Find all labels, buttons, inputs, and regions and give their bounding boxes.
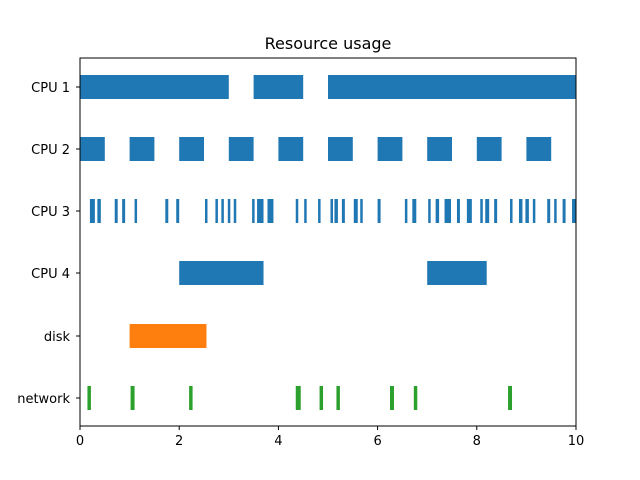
network-interval-6 <box>390 386 394 410</box>
cpu-3-interval-15 <box>295 199 299 223</box>
network-interval-4 <box>319 386 324 410</box>
cpu-3-interval-8 <box>215 199 218 223</box>
network-interval-0 <box>87 386 91 410</box>
cpu-3-interval-31 <box>480 199 483 223</box>
cpu-1-interval-1 <box>253 75 304 99</box>
cpu-3-interval-21 <box>353 199 358 223</box>
cpu-3-interval-34 <box>510 199 513 223</box>
y-tick-label-cpu-2: CPU 2 <box>31 143 70 158</box>
y-axis: CPU 1 CPU 2 CPU 3 CPU 4 disk network <box>17 81 80 407</box>
cpu-3-interval-40 <box>562 199 566 223</box>
cpu-3-interval-38 <box>547 199 551 223</box>
cpu-2-interval-8 <box>476 137 502 161</box>
cpu-2-interval-2 <box>179 137 204 161</box>
cpu-3-interval-16 <box>304 199 307 223</box>
y-tick-label-cpu-4: CPU 4 <box>31 267 70 282</box>
cpu-3-interval-10 <box>227 199 231 223</box>
x-tick-label-10: 10 <box>568 434 585 449</box>
cpu-3-interval-26 <box>428 199 431 223</box>
cpu-3-interval-24 <box>404 199 408 223</box>
chart-title: Resource usage <box>265 34 392 53</box>
x-tick-label-2: 2 <box>175 434 183 449</box>
network-interval-7 <box>413 386 418 410</box>
cpu-3-interval-18 <box>330 199 333 223</box>
cpu-3-interval-39 <box>554 199 557 223</box>
cpu-2-interval-3 <box>228 137 254 161</box>
cpu-3-interval-28 <box>444 199 452 223</box>
network-interval-5 <box>336 386 340 410</box>
network-interval-3 <box>295 386 301 410</box>
cpu-2-interval-4 <box>278 137 304 161</box>
cpu-1-interval-0 <box>80 75 229 99</box>
cpu-3-interval-14 <box>267 199 274 223</box>
x-tick-label-6: 6 <box>373 434 381 449</box>
network-interval-2 <box>189 386 193 410</box>
cpu-3-interval-3 <box>122 199 126 223</box>
cpu-2-interval-6 <box>377 137 403 161</box>
y-tick-label-network: network <box>17 392 70 407</box>
cpu-4-interval-0 <box>179 261 264 285</box>
disk-interval-0 <box>129 324 207 348</box>
network-interval-8 <box>508 386 513 410</box>
cpu-3-interval-41 <box>572 199 576 223</box>
cpu-1-interval-2 <box>328 75 576 99</box>
cpu-2-interval-7 <box>427 137 452 161</box>
plot-frame <box>79 57 577 427</box>
cpu-3-interval-4 <box>134 199 138 223</box>
x-tick-label-8: 8 <box>473 434 481 449</box>
bars-layer <box>80 75 576 410</box>
cpu-3-interval-11 <box>233 199 237 223</box>
cpu-3-interval-22 <box>360 199 363 223</box>
y-tick-label-cpu-1: CPU 1 <box>31 81 70 96</box>
x-axis: 0 2 4 6 8 10 <box>76 426 584 449</box>
y-tick-label-cpu-3: CPU 3 <box>31 205 70 220</box>
cpu-3-interval-37 <box>532 199 536 223</box>
cpu-3-interval-0 <box>89 199 95 223</box>
cpu-2-interval-5 <box>328 137 353 161</box>
cpu-3-interval-23 <box>377 199 381 223</box>
cpu-3-interval-7 <box>204 199 208 223</box>
y-tick-label-disk: disk <box>44 330 71 345</box>
cpu-2-interval-0 <box>80 137 105 161</box>
cpu-2-interval-9 <box>526 137 552 161</box>
cpu-3-interval-30 <box>466 199 472 223</box>
cpu-3-interval-9 <box>221 199 224 223</box>
cpu-3-interval-17 <box>318 199 321 223</box>
cpu-3-interval-13 <box>257 199 264 223</box>
cpu-3-interval-36 <box>525 199 529 223</box>
cpu-3-interval-33 <box>494 199 498 223</box>
network-interval-1 <box>130 386 135 410</box>
cpu-2-interval-1 <box>129 137 155 161</box>
cpu-3-interval-5 <box>165 199 169 223</box>
cpu-3-interval-25 <box>412 199 417 223</box>
cpu-3-interval-1 <box>97 199 101 223</box>
cpu-3-interval-32 <box>485 199 490 223</box>
cpu-3-interval-27 <box>435 199 440 223</box>
cpu-3-interval-29 <box>456 199 460 223</box>
cpu-3-interval-6 <box>176 199 180 223</box>
cpu-3-interval-20 <box>341 199 345 223</box>
x-tick-label-4: 4 <box>274 434 282 449</box>
cpu-3-interval-35 <box>518 199 523 223</box>
cpu-3-interval-19 <box>334 199 338 223</box>
cpu-4-interval-1 <box>427 261 487 285</box>
cpu-3-interval-2 <box>114 199 118 223</box>
cpu-3-interval-12 <box>252 199 255 223</box>
x-tick-label-0: 0 <box>76 434 84 449</box>
